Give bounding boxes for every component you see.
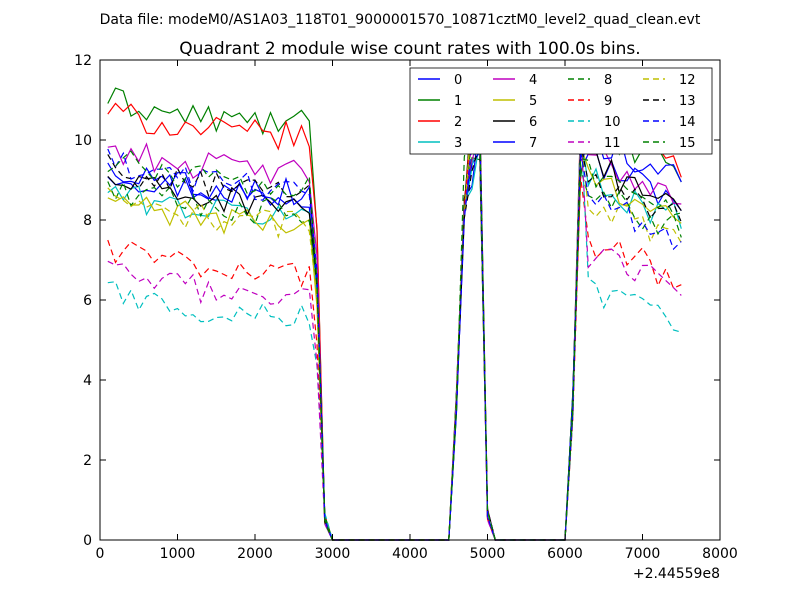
legend-label-15: 15 [679,136,696,151]
series-line-4 [107,131,682,541]
legend-label-7: 7 [529,136,537,151]
x-tick-label: 6000 [547,546,583,562]
legend-label-4: 4 [529,73,537,88]
x-tick-label: 5000 [470,546,506,562]
series-line-11 [107,114,682,541]
legend-label-2: 2 [454,115,462,130]
series-line-8 [107,134,682,541]
series-line-15 [107,112,682,541]
plot-lines [107,87,682,541]
legend-label-14: 14 [679,115,696,130]
legend-label-3: 3 [454,136,462,151]
legend-label-8: 8 [604,73,612,88]
y-tick-label: 12 [74,53,92,69]
legend-label-6: 6 [529,115,537,130]
axis-ticks: 0 1000 2000 3000 4000 5000 6000 7000 80000246810… [74,53,738,562]
y-tick-label: 8 [83,213,92,229]
x-offset-label: +2.44559e8 [633,566,720,582]
legend-label-5: 5 [529,94,537,109]
series-line-9 [107,107,682,541]
series-line-2 [107,102,682,541]
x-tick-label: 8000 [702,546,738,562]
legend-label-13: 13 [679,94,696,109]
y-tick-label: 2 [83,453,92,469]
series-line-1 [107,87,682,541]
legend-box [409,67,713,155]
series-line-10 [107,120,682,541]
legend-label-10: 10 [604,115,621,130]
x-tick-label: 7000 [625,546,661,562]
legend-label-0: 0 [454,73,462,88]
legend-label-1: 1 [454,94,462,109]
x-tick-label: 3000 [315,546,351,562]
series-line-7 [107,131,682,541]
y-tick-label: 6 [83,293,92,309]
y-tick-label: 10 [74,133,92,149]
y-tick-label: 0 [83,533,92,549]
x-tick-label: 4000 [392,546,428,562]
figure-suptitle: Data file: modeM0/AS1A03_118T01_90000015… [100,12,701,28]
legend-label-9: 9 [604,94,612,109]
series-line-3 [107,130,682,541]
x-tick-label: 2000 [237,546,273,562]
x-tick-label: 1000 [160,546,196,562]
y-tick-label: 4 [83,373,92,389]
legend-label-11: 11 [604,136,621,151]
series-line-13 [107,143,682,541]
chart-title: Quadrant 2 module wise count rates with … [179,39,640,59]
x-tick-label: 0 [96,546,105,562]
legend-label-12: 12 [679,73,696,88]
